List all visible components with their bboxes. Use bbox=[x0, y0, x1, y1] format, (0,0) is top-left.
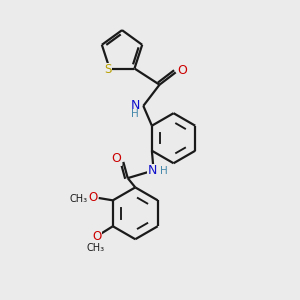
Text: O: O bbox=[92, 230, 101, 243]
Text: H: H bbox=[160, 166, 168, 176]
Text: N: N bbox=[148, 164, 157, 177]
Text: H: H bbox=[131, 109, 139, 119]
Text: CH₃: CH₃ bbox=[69, 194, 87, 205]
Text: O: O bbox=[177, 64, 187, 77]
Text: N: N bbox=[130, 99, 140, 112]
Text: S: S bbox=[104, 63, 112, 76]
Text: CH₃: CH₃ bbox=[87, 243, 105, 253]
Text: O: O bbox=[88, 191, 98, 205]
Text: O: O bbox=[112, 152, 122, 166]
